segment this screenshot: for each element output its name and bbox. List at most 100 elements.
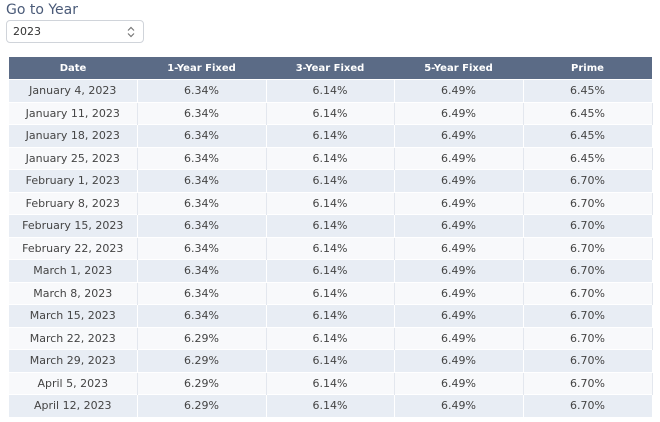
- table-row: March 29, 2023 6.29% 6.14% 6.49% 6.70%: [9, 349, 653, 372]
- table-cell: 6.34%: [137, 304, 267, 327]
- table-cell: 6.70%: [523, 304, 653, 327]
- table-cell: 6.14%: [266, 214, 395, 237]
- table-cell: January 11, 2023: [9, 101, 138, 125]
- table-cell: 6.14%: [266, 191, 395, 215]
- table-cell: 6.70%: [523, 394, 653, 417]
- table-cell: 6.34%: [137, 124, 267, 147]
- table-row: January 4, 2023 6.34% 6.14% 6.49% 6.45%: [9, 79, 653, 102]
- table-row: February 22, 2023 6.34% 6.14% 6.49% 6.70%: [9, 236, 653, 260]
- table-cell: 6.70%: [523, 326, 653, 350]
- table-cell: 6.49%: [394, 79, 524, 102]
- table-row: April 12, 2023 6.29% 6.14% 6.49% 6.70%: [9, 394, 653, 417]
- table-cell: 6.34%: [137, 214, 267, 237]
- table-row: January 25, 2023 6.34% 6.14% 6.49% 6.45%: [9, 146, 653, 170]
- table-cell: 6.34%: [137, 281, 267, 305]
- table-cell: March 15, 2023: [9, 304, 138, 327]
- table-cell: 6.70%: [523, 259, 653, 282]
- table-cell: 6.34%: [137, 169, 267, 192]
- table-cell: 6.14%: [266, 259, 395, 282]
- table-cell: 6.70%: [523, 214, 653, 237]
- column-header: Date: [9, 57, 137, 80]
- year-select[interactable]: 2023: [6, 20, 144, 43]
- header-row: Date 1-Year Fixed 3-Year Fixed 5-Year Fixed…: [9, 57, 652, 80]
- table-cell: February 8, 2023: [9, 191, 138, 215]
- table-cell: 6.49%: [394, 281, 524, 305]
- table-cell: 6.49%: [394, 101, 524, 125]
- table-cell: 6.14%: [266, 169, 395, 192]
- table-cell: 6.49%: [394, 326, 524, 350]
- table-cell: March 22, 2023: [9, 326, 138, 350]
- table-cell: 6.70%: [523, 169, 653, 192]
- table-cell: 6.29%: [137, 349, 267, 372]
- table-cell: 6.14%: [266, 281, 395, 305]
- rates-table: Date 1-Year Fixed 3-Year Fixed 5-Year Fixed…: [9, 57, 653, 417]
- table-cell: January 18, 2023: [9, 124, 138, 147]
- table-cell: 6.29%: [137, 371, 267, 395]
- table-cell: 6.14%: [266, 394, 395, 417]
- table-cell: 6.49%: [394, 394, 524, 417]
- table-cell: 6.49%: [394, 146, 524, 170]
- table-cell: January 25, 2023: [9, 146, 138, 170]
- table-cell: 6.70%: [523, 236, 653, 260]
- table-cell: 6.34%: [137, 146, 267, 170]
- table-cell: 6.49%: [394, 371, 524, 395]
- column-header: 3-Year Fixed: [266, 57, 394, 80]
- table-cell: March 8, 2023: [9, 281, 138, 305]
- table-cell: April 5, 2023: [9, 371, 138, 395]
- table-row: February 8, 2023 6.34% 6.14% 6.49% 6.70%: [9, 191, 653, 215]
- table-cell: March 1, 2023: [9, 259, 138, 282]
- table-cell: 6.34%: [137, 101, 267, 125]
- table-cell: April 12, 2023: [9, 394, 138, 417]
- table-cell: 6.49%: [394, 259, 524, 282]
- table-row: February 15, 2023 6.34% 6.14% 6.49% 6.70%: [9, 214, 653, 237]
- column-header: 1-Year Fixed: [137, 57, 266, 80]
- table-cell: 6.14%: [266, 349, 395, 372]
- table-row: March 8, 2023 6.34% 6.14% 6.49% 6.70%: [9, 281, 653, 305]
- column-header: Prime: [523, 57, 652, 80]
- table-cell: 6.14%: [266, 371, 395, 395]
- table-row: February 1, 2023 6.34% 6.14% 6.49% 6.70%: [9, 169, 653, 192]
- table-row: March 1, 2023 6.34% 6.14% 6.49% 6.70%: [9, 259, 653, 282]
- table-cell: 6.14%: [266, 146, 395, 170]
- table-row: March 22, 2023 6.29% 6.14% 6.49% 6.70%: [9, 326, 653, 350]
- table-cell: 6.70%: [523, 281, 653, 305]
- table-cell: 6.70%: [523, 191, 653, 215]
- table-cell: 6.45%: [523, 146, 653, 170]
- table-cell: 6.49%: [394, 349, 524, 372]
- table-cell: 6.45%: [523, 79, 653, 102]
- table-row: January 18, 2023 6.34% 6.14% 6.49% 6.45%: [9, 124, 653, 147]
- table-cell: 6.49%: [394, 236, 524, 260]
- section-title: Go to Year: [6, 2, 79, 18]
- table-cell: 6.45%: [523, 124, 653, 147]
- table-cell: 6.14%: [266, 124, 395, 147]
- table-cell: 6.29%: [137, 394, 267, 417]
- table-cell: 6.14%: [266, 236, 395, 260]
- table-cell: February 15, 2023: [9, 214, 138, 237]
- table-cell: 6.14%: [266, 101, 395, 125]
- table-cell: February 1, 2023: [9, 169, 138, 192]
- table-cell: March 29, 2023: [9, 349, 138, 372]
- table-cell: 6.14%: [266, 304, 395, 327]
- table-cell: 6.14%: [266, 79, 395, 102]
- table-cell: 6.14%: [266, 326, 395, 350]
- table-cell: 6.29%: [137, 326, 267, 350]
- table-cell: 6.49%: [394, 124, 524, 147]
- table-row: January 11, 2023 6.34% 6.14% 6.49% 6.45%: [9, 101, 653, 125]
- table-cell: 6.70%: [523, 349, 653, 372]
- table-row: March 15, 2023 6.34% 6.14% 6.49% 6.70%: [9, 304, 653, 327]
- table-cell: 6.49%: [394, 169, 524, 192]
- column-header: 5-Year Fixed: [394, 57, 523, 80]
- table-cell: 6.49%: [394, 191, 524, 215]
- table-cell: February 22, 2023: [9, 236, 138, 260]
- table-cell: 6.49%: [394, 304, 524, 327]
- table-cell: 6.49%: [394, 214, 524, 237]
- table-cell: 6.34%: [137, 259, 267, 282]
- table-cell: 6.45%: [523, 101, 653, 125]
- table-cell: 6.34%: [137, 191, 267, 215]
- table-cell: January 4, 2023: [9, 79, 138, 102]
- table-cell: 6.34%: [137, 79, 267, 102]
- year-select-value: 2023: [13, 25, 41, 38]
- table-cell: 6.70%: [523, 371, 653, 395]
- table-row: April 5, 2023 6.29% 6.14% 6.49% 6.70%: [9, 371, 653, 395]
